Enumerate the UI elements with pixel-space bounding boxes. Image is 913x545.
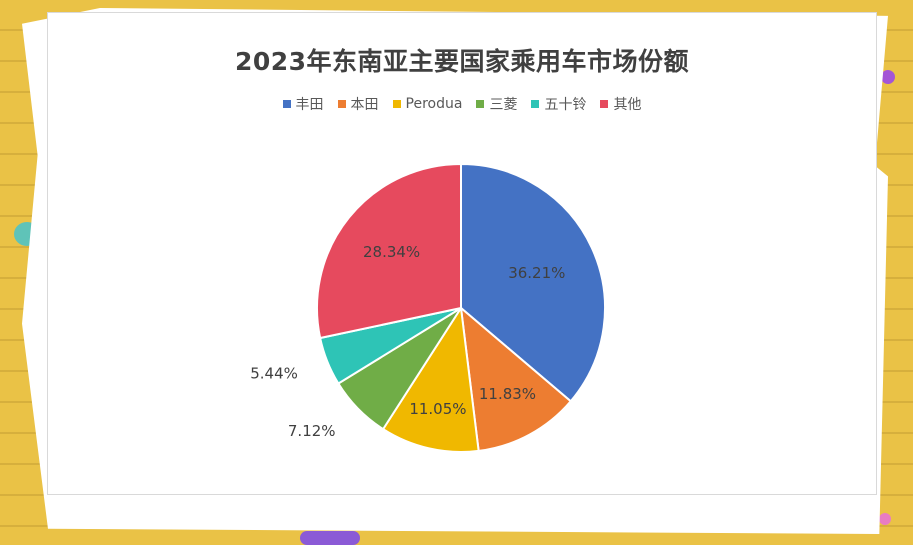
slice-data-label: 7.12%: [288, 422, 336, 440]
decorative-pink-dot: [879, 513, 891, 525]
chart-legend: 丰田 本田 Perodua 三菱 五十铃 其他: [47, 94, 877, 114]
pie-slice: [460, 162, 606, 403]
pie-slice: [316, 162, 462, 340]
legend-label: 本田: [350, 97, 379, 113]
chart-title: 2023年东南亚主要国家乘用车市场份额: [234, 47, 690, 76]
legend-swatch: [600, 100, 609, 108]
legend-label: 三菱: [489, 97, 518, 113]
legend-swatch: [392, 100, 401, 108]
slice-data-label: 11.83%: [479, 385, 536, 403]
legend-item: 三菱: [476, 94, 517, 114]
legend-swatch: [337, 100, 346, 108]
legend-label: 五十铃: [544, 97, 587, 113]
legend-item: 其他: [600, 94, 641, 114]
legend-swatch: [531, 100, 540, 108]
legend-item: Perodua: [392, 94, 463, 114]
legend-label: 其他: [613, 97, 642, 113]
legend-swatch: [282, 100, 291, 108]
slice-data-label: 28.34%: [363, 243, 420, 261]
decorative-purple-dot: [881, 70, 895, 84]
legend-label: 丰田: [295, 97, 324, 113]
slice-data-label: 11.05%: [409, 400, 466, 418]
slice-data-label: 36.21%: [508, 264, 565, 282]
pie-slice: [459, 305, 573, 453]
legend-swatch: [476, 100, 485, 108]
legend-item: 五十铃: [531, 94, 586, 114]
legend-item: 丰田: [282, 94, 324, 114]
slice-data-label: 5.44%: [250, 364, 298, 382]
pie-slice: [381, 305, 480, 453]
legend-item: 本田: [337, 94, 379, 114]
legend-label: Perodua: [405, 96, 463, 112]
